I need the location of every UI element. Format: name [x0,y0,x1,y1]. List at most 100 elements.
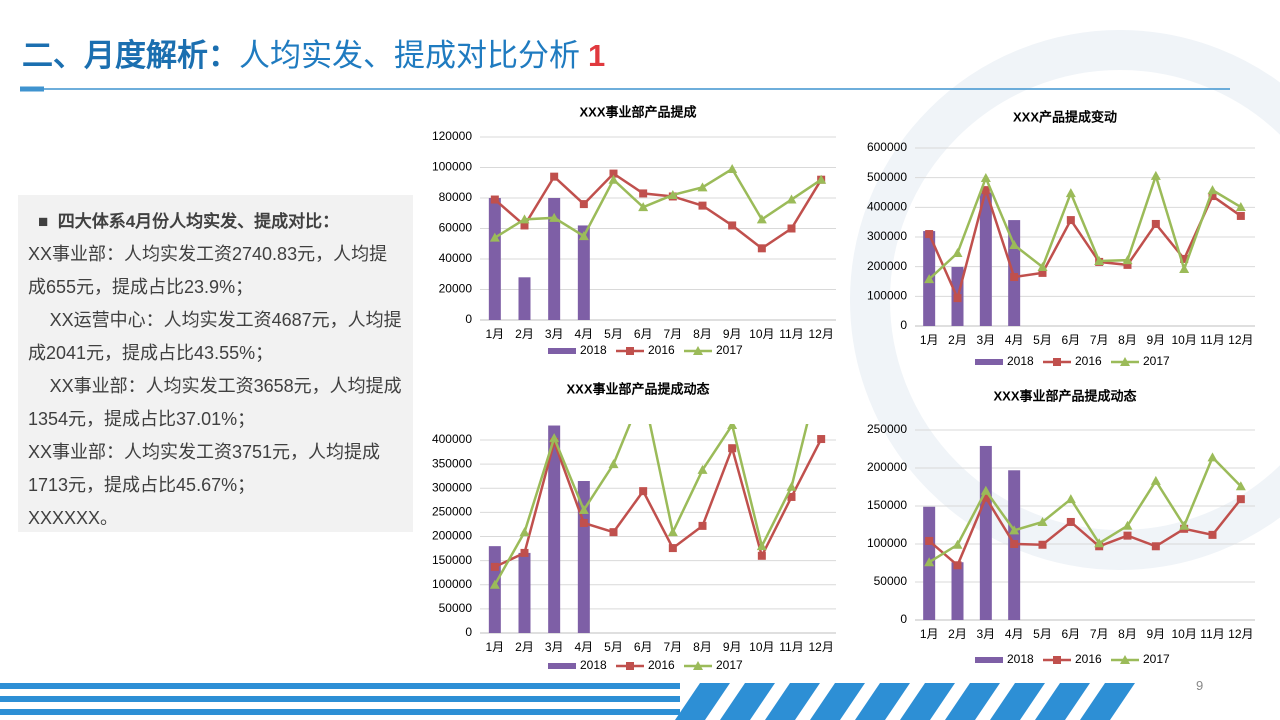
marker [787,224,796,233]
line [494,437,823,569]
marker [520,548,529,557]
marker [924,274,935,284]
marker [1151,219,1160,228]
marker [490,195,499,204]
marker [1236,211,1245,220]
marker [608,459,619,469]
marker [980,172,991,182]
marker [489,232,500,242]
chart: XXX事业部产品提成 0 20000 40000 60000 80000 100000 120… [432,104,836,357]
y-tick-label: 50000 [439,601,473,615]
marker [667,189,678,199]
x-tick-label: 1月 [485,327,504,341]
y-tick-label: 150000 [867,498,907,512]
x-tick-label: 11月 [1200,627,1224,641]
marker [727,424,738,430]
chart-title: XXX事业部产品提成 [579,104,696,119]
marker [578,231,589,241]
marker [667,527,678,537]
x-tick-label: 1月 [920,333,939,347]
x-tick-label: 3月 [545,327,564,341]
page-number: 9 [1196,678,1204,693]
x-tick-label: 3月 [545,640,564,654]
line [928,185,1242,302]
legend-label: 2016 [648,343,675,357]
x-tick-label: 12月 [1228,627,1253,641]
x-tick-label: 8月 [693,640,712,654]
y-tick-label: 100000 [432,577,472,591]
x-tick-label: 10月 [749,327,774,341]
x-tick-label: 4月 [1005,627,1024,641]
bg-ring [850,30,1280,570]
line [928,455,1242,564]
marker [698,201,707,210]
legend-marker [1120,357,1130,366]
marker [953,561,962,570]
marker [953,294,962,303]
marker [639,189,648,198]
marker [925,536,934,545]
y-tick-label: 400000 [867,200,907,214]
legend-label: 2016 [1075,354,1102,368]
bar [577,225,590,320]
marker [519,527,530,537]
x-tick-label: 2月 [515,640,534,654]
marker [1094,538,1105,548]
marker [697,182,708,192]
marker [579,200,588,209]
marker [1207,185,1218,195]
x-tick-label: 11月 [779,640,803,654]
plot [488,363,826,633]
heading-text: 四大体系4月份人均实发、提成对比： [57,212,340,231]
marker [549,212,560,222]
marker [550,172,559,181]
legend-label: 2016 [1075,652,1102,666]
marker [981,493,990,502]
marker [981,186,990,195]
marker [1122,255,1133,265]
y-tick-label: 120000 [432,129,472,143]
x-tick-label: 6月 [634,640,653,654]
marker [1066,517,1075,526]
marker [1038,540,1047,549]
bar [979,445,992,620]
marker [786,194,797,204]
x-tick-label: 9月 [1146,333,1165,347]
x-tick-label: 4月 [574,640,593,654]
marker [1009,240,1020,250]
chart-title: XXX事业部产品提成动态 [566,381,709,396]
x-tick-label: 12月 [808,640,833,654]
y-tick-label: 300000 [867,229,907,243]
x-tick-label: 4月 [1005,333,1024,347]
y-tick-label: 20000 [439,282,473,296]
marker [1150,475,1161,485]
y-tick-label: 80000 [439,190,473,204]
x-tick-label: 5月 [1033,627,1052,641]
bar [518,277,531,320]
marker [520,221,529,230]
y-tick-label: 50000 [874,574,908,588]
x-tick-label: 12月 [808,327,833,341]
marker [757,244,766,253]
y-tick-label: 0 [465,312,472,326]
marker [1236,495,1245,504]
marker [786,481,797,491]
x-tick-label: 7月 [663,327,682,341]
legend-marker [693,346,703,355]
chart-title: XXX事业部产品提成动态 [993,388,1136,403]
x-tick-label: 5月 [1033,333,1052,347]
marker [924,557,935,567]
x-tick-label: 1月 [920,627,939,641]
line [928,171,1242,281]
y-tick-label: 250000 [867,422,907,436]
x-tick-label: 6月 [1061,627,1080,641]
marker [1180,254,1189,263]
x-tick-label: 11月 [1200,333,1224,347]
marker [816,363,826,372]
marker [1151,542,1160,551]
marker [1123,531,1132,540]
marker [1094,256,1105,266]
legend-label: 2017 [716,658,743,672]
stripe [0,709,680,715]
